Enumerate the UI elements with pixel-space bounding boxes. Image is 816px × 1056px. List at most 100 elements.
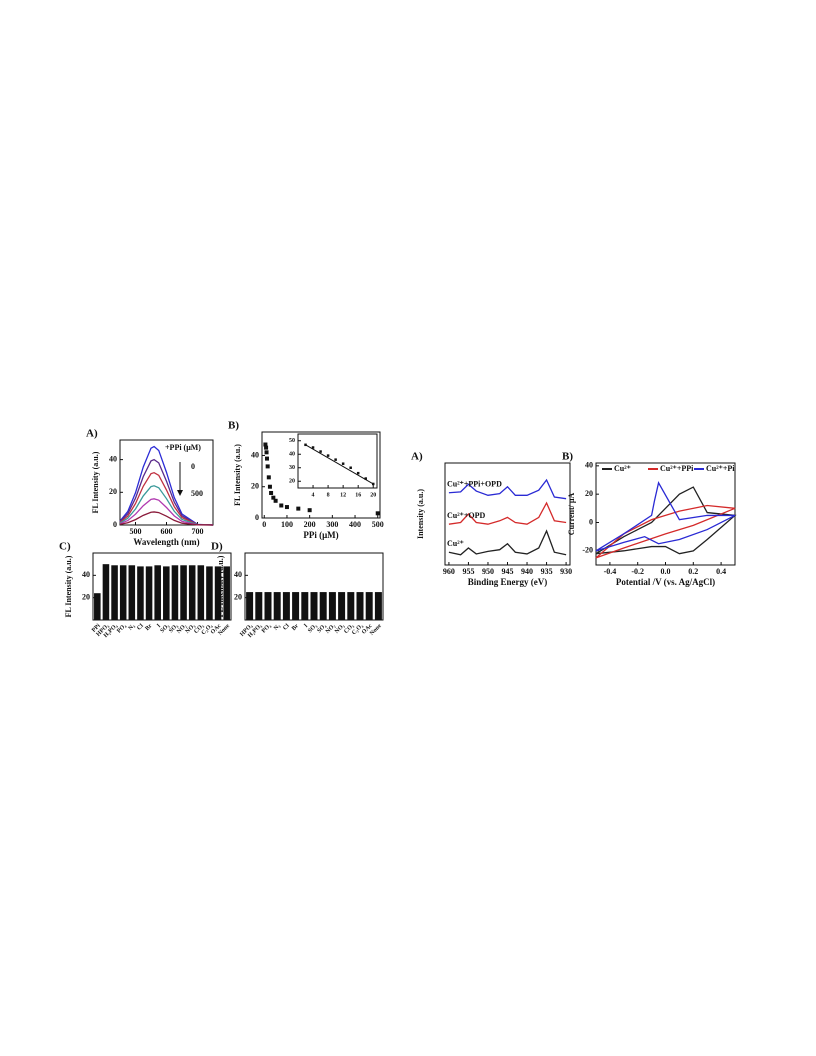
plot-frame bbox=[595, 462, 736, 566]
x-tick-label: 935 bbox=[541, 567, 553, 576]
fit-line bbox=[305, 444, 374, 485]
series-line bbox=[119, 458, 214, 526]
y-tick-label: 20 bbox=[289, 479, 295, 485]
x-tick-label: SO₄ bbox=[168, 623, 179, 634]
x-tick-label: -0.2 bbox=[631, 567, 644, 576]
bar bbox=[206, 566, 213, 620]
point bbox=[341, 462, 345, 465]
y-tick-label: 40 bbox=[109, 454, 117, 463]
series-line bbox=[119, 445, 214, 526]
point bbox=[334, 458, 337, 461]
point bbox=[356, 471, 360, 475]
x-tick-label: 0.2 bbox=[688, 567, 698, 576]
x-tick-label: 0.0 bbox=[661, 567, 671, 576]
bar bbox=[310, 592, 318, 620]
series-line bbox=[595, 486, 737, 555]
series-line bbox=[448, 501, 567, 525]
x-tick-label: Cl bbox=[136, 623, 145, 632]
series-line bbox=[595, 504, 736, 559]
bar bbox=[292, 592, 300, 620]
series-label: Cu²⁺+OPD bbox=[447, 511, 486, 520]
point bbox=[273, 498, 278, 503]
bar bbox=[94, 593, 101, 620]
x-tick-label: PO₄ bbox=[261, 623, 273, 635]
plot-frame bbox=[297, 433, 378, 489]
bar bbox=[273, 592, 281, 620]
point bbox=[375, 511, 380, 516]
point bbox=[364, 477, 367, 480]
bar bbox=[128, 565, 136, 620]
y-tick-label: 40 bbox=[82, 570, 90, 579]
legend-label: Cu²⁺+PPi bbox=[660, 464, 694, 473]
x-tick-label: I bbox=[303, 623, 309, 629]
x-tick-label: Cl bbox=[282, 623, 291, 632]
y-axis-title: FL Intensity (a.u.) bbox=[216, 555, 225, 617]
bar bbox=[197, 565, 205, 620]
y-tick-label: 0 bbox=[589, 517, 593, 526]
bar bbox=[264, 592, 272, 620]
x-tick-label: 950 bbox=[482, 567, 494, 576]
y-tick-label: 40 bbox=[234, 570, 242, 579]
series-label: Cu²⁺+PPi+OPD bbox=[447, 480, 502, 489]
y-tick-label: 0 bbox=[255, 513, 259, 522]
x-axis-title: Wavelength (nm) bbox=[133, 537, 199, 547]
x-tick-label: 500 bbox=[130, 527, 142, 536]
x-tick-label: N₃ bbox=[273, 623, 282, 632]
point bbox=[311, 446, 315, 449]
point bbox=[271, 495, 276, 500]
annotation: 500 bbox=[191, 489, 203, 498]
bar bbox=[111, 565, 118, 620]
x-tick-label: 400 bbox=[349, 520, 361, 529]
series-line bbox=[119, 471, 214, 526]
y-axis-title: FL Intensity (a.u.) bbox=[91, 451, 100, 513]
x-tick-label: 700 bbox=[192, 527, 204, 536]
x-tick-label: 4 bbox=[312, 492, 315, 498]
annotation: +PPi (μM) bbox=[165, 443, 201, 452]
y-tick-label: 50 bbox=[289, 438, 295, 444]
x-tick-label: 940 bbox=[521, 567, 533, 576]
bar bbox=[214, 566, 222, 620]
x-tick-label: 960 bbox=[443, 567, 455, 576]
series-line bbox=[119, 511, 214, 526]
x-tick-label: 930 bbox=[560, 567, 572, 576]
x-tick-label: 0.4 bbox=[716, 567, 726, 576]
y-tick-label: 20 bbox=[251, 482, 259, 491]
point bbox=[307, 508, 312, 513]
bar bbox=[347, 592, 355, 620]
x-tick-label: 300 bbox=[326, 520, 338, 529]
x-tick-label: SO₃ bbox=[160, 623, 171, 634]
point bbox=[267, 484, 272, 489]
x-tick-label: 16 bbox=[355, 492, 361, 498]
bar bbox=[301, 592, 309, 620]
x-tick-label: 20 bbox=[370, 492, 376, 498]
bar bbox=[154, 565, 161, 620]
x-tick-label: Br bbox=[144, 623, 153, 632]
plot-frame bbox=[92, 552, 232, 621]
x-tick-label: 8 bbox=[327, 492, 330, 498]
x-tick-label: Br bbox=[291, 623, 300, 632]
panel-label: D) bbox=[211, 541, 223, 553]
bar bbox=[319, 592, 327, 620]
bar bbox=[102, 564, 110, 620]
y-tick-label: 40 bbox=[289, 452, 295, 458]
x-tick-label: 200 bbox=[304, 520, 316, 529]
point bbox=[265, 464, 270, 469]
x-axis-title: Binding Energy (eV) bbox=[468, 577, 548, 587]
point bbox=[326, 454, 330, 457]
bar bbox=[223, 566, 230, 620]
panel-label: C) bbox=[59, 541, 71, 553]
bar bbox=[180, 565, 187, 620]
panel-label: A) bbox=[86, 428, 98, 440]
bar bbox=[255, 592, 263, 620]
bar bbox=[145, 566, 153, 620]
x-axis-title: PPi (μM) bbox=[303, 530, 338, 540]
bar bbox=[374, 592, 382, 620]
panel-label: B) bbox=[228, 420, 239, 432]
series-line bbox=[119, 498, 214, 526]
y-tick-label: 0 bbox=[113, 520, 117, 529]
arrow-head bbox=[177, 490, 183, 496]
bar bbox=[356, 592, 364, 620]
x-tick-label: 12 bbox=[340, 492, 346, 498]
x-tick-label: 955 bbox=[462, 567, 474, 576]
